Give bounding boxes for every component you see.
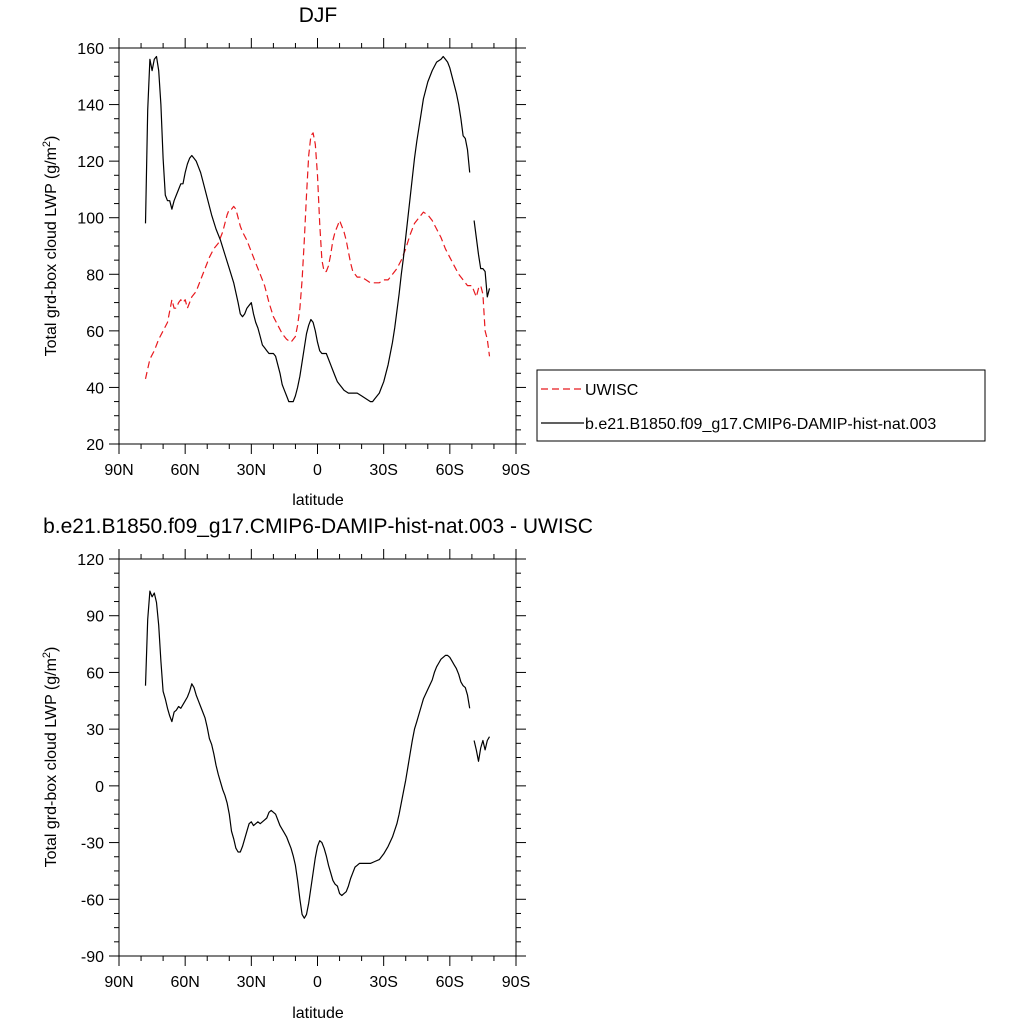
chart-1-x-tick-labels: 90N 60N 30N 0 30S 60S 90S xyxy=(104,462,530,479)
y-tick-label: 30 xyxy=(86,722,104,739)
y-tick-label: 160 xyxy=(77,41,104,58)
chart-1-y-axis-label: Total grd-box cloud LWP (g/m2) xyxy=(41,136,60,357)
y-tick-label: 90 xyxy=(86,609,104,626)
y-tick-label: 80 xyxy=(86,267,104,284)
y-tick-label: -60 xyxy=(81,892,104,909)
chart-1-x-axis-label: latitude xyxy=(292,492,344,509)
chart-2-y-axis-label-text: Total grd-box cloud LWP xyxy=(43,695,60,868)
x-tick-label: 60S xyxy=(436,974,464,991)
chart-2-y-axis-unit-close: ) xyxy=(43,647,60,652)
x-tick-label: 60S xyxy=(436,462,464,479)
legend: UWISC b.e21.B1850.f09_g17.CMIP6-DAMIP-hi… xyxy=(536,369,986,442)
chart-2-y-tick-labels: -90 -60 -30 0 30 60 90 120 xyxy=(77,552,104,966)
y-tick-label: -30 xyxy=(81,836,104,853)
series-line-difference-segment-1 xyxy=(144,590,471,919)
chart-1-plot-frame xyxy=(118,47,517,445)
panel-2: b.e21.B1850.f09_g17.CMIP6-DAMIP-hist-nat… xyxy=(41,515,593,1022)
chart-2-y-axis-unit-exponent: 2 xyxy=(41,652,53,658)
x-tick-label: 30N xyxy=(237,462,266,479)
y-tick-label: 40 xyxy=(86,380,104,397)
x-tick-label: 90S xyxy=(502,974,530,991)
y-tick-label: -90 xyxy=(81,949,104,966)
chart-1-lines xyxy=(144,55,491,403)
chart-1-ticks xyxy=(109,38,526,454)
x-tick-label: 90N xyxy=(104,974,133,991)
chart-2-x-axis-label: latitude xyxy=(292,1005,344,1022)
chart-1-y-axis-label-text: Total grd-box cloud LWP xyxy=(43,184,60,357)
x-tick-label: 90S xyxy=(502,462,530,479)
y-tick-label: 140 xyxy=(77,98,104,115)
chart-2-plot-frame xyxy=(118,558,517,957)
chart-2-lines xyxy=(144,590,491,919)
y-tick-label: 60 xyxy=(86,665,104,682)
chart-1-y-axis-unit-close: ) xyxy=(43,136,60,141)
series-line-uwisc-segment-1 xyxy=(144,132,491,380)
y-tick-label: 120 xyxy=(77,154,104,171)
x-tick-label: 0 xyxy=(313,974,322,991)
series-line-model-segment-1 xyxy=(144,55,471,403)
chart-2-y-axis-label: Total grd-box cloud LWP (g/m2) xyxy=(41,647,60,868)
chart-2-title: b.e21.B1850.f09_g17.CMIP6-DAMIP-hist-nat… xyxy=(43,515,593,538)
y-tick-label: 20 xyxy=(86,437,104,454)
x-tick-label: 30N xyxy=(237,974,266,991)
y-tick-label: 60 xyxy=(86,324,104,341)
legend-box xyxy=(536,369,986,442)
x-tick-label: 60N xyxy=(170,462,199,479)
series-line-model-segment-2 xyxy=(473,220,491,298)
chart-2-ticks xyxy=(109,549,526,966)
series-line-difference-segment-2 xyxy=(473,736,491,762)
x-tick-label: 30S xyxy=(369,974,397,991)
chart-2-x-tick-labels: 90N 60N 30N 0 30S 60S 90S xyxy=(104,974,530,991)
panel-1: DJF 20 40 60 80 100 120 140 160 90N 60N 30N 0 30S 60… xyxy=(41,4,986,509)
legend-label-uwisc: UWISC xyxy=(585,382,638,399)
chart-1-y-axis-unit: (g/m xyxy=(43,147,60,183)
x-tick-label: 0 xyxy=(313,462,322,479)
x-tick-label: 60N xyxy=(170,974,199,991)
y-tick-label: 120 xyxy=(77,552,104,569)
chart-2-y-axis-unit: (g/m xyxy=(43,658,60,694)
chart-1-y-tick-labels: 20 40 60 80 100 120 140 160 xyxy=(77,41,104,454)
y-tick-label: 100 xyxy=(77,211,104,228)
y-tick-label: 0 xyxy=(95,779,104,796)
x-tick-label: 90N xyxy=(104,462,133,479)
legend-label-model: b.e21.B1850.f09_g17.CMIP6-DAMIP-hist-nat… xyxy=(585,416,936,433)
chart-1-y-axis-unit-exponent: 2 xyxy=(41,141,53,147)
chart-1-title: DJF xyxy=(299,4,338,27)
x-tick-label: 30S xyxy=(369,462,397,479)
